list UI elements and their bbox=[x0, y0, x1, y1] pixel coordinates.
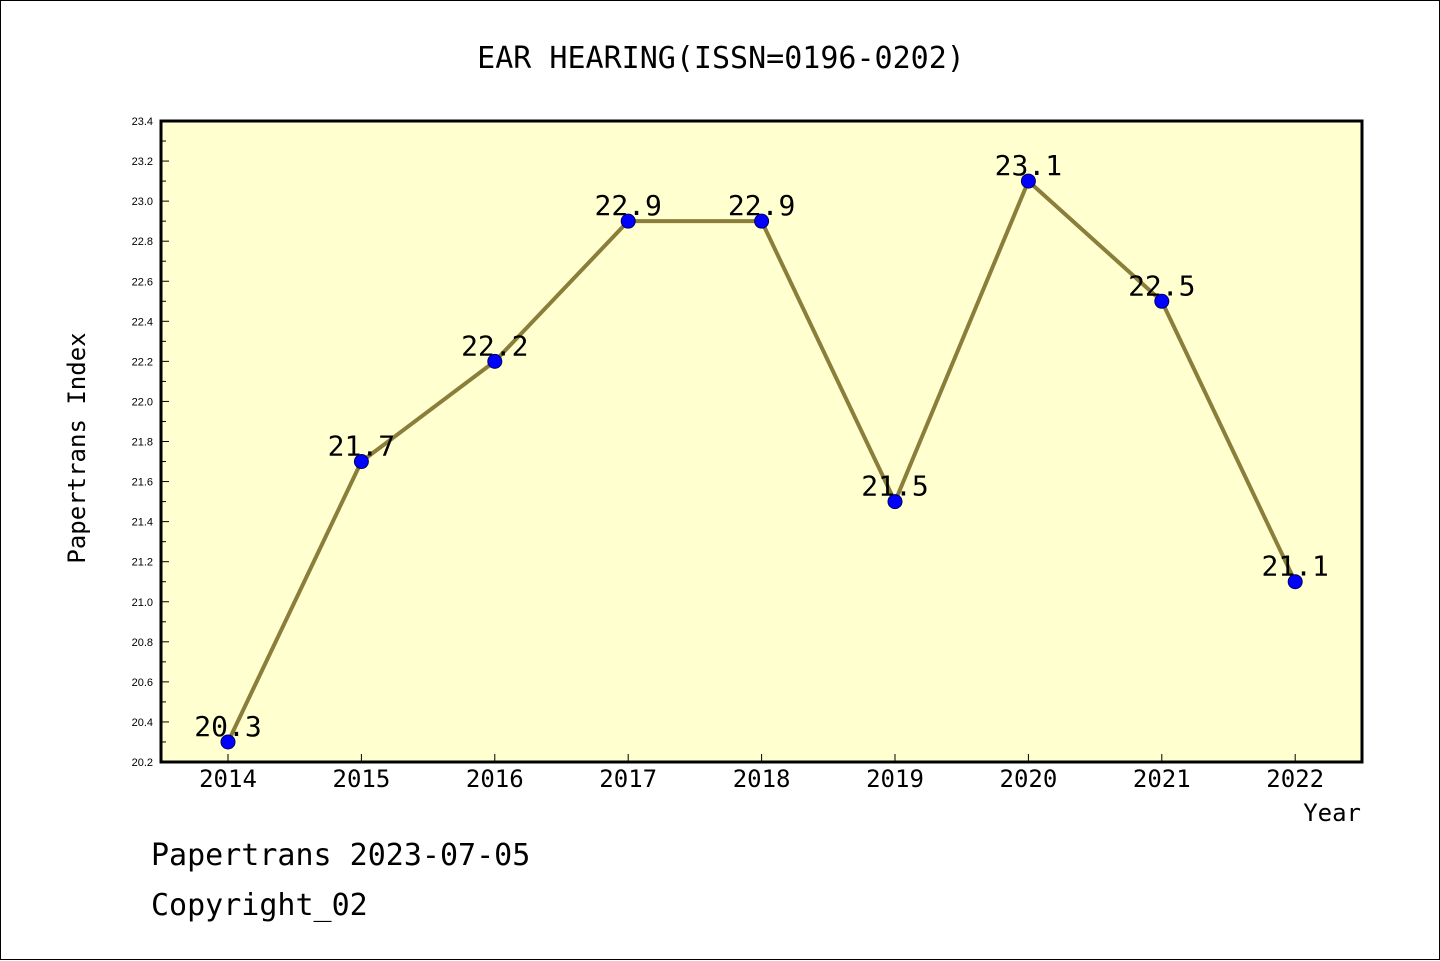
x-tick-label: 2018 bbox=[733, 765, 791, 793]
x-tick-label: 2014 bbox=[199, 765, 257, 793]
y-tick-label: 21.4 bbox=[132, 517, 153, 529]
x-axis-ticks: 2014 2015 2016 2017 2018 2019 2020 2021 2022 bbox=[199, 754, 1324, 793]
x-tick-label: 2021 bbox=[1133, 765, 1191, 793]
y-tick-label: 20.8 bbox=[132, 637, 153, 649]
y-tick-label: 22.2 bbox=[132, 356, 153, 368]
x-tick-label: 2022 bbox=[1266, 765, 1324, 793]
data-point bbox=[487, 353, 503, 369]
x-tick-label: 2017 bbox=[599, 765, 657, 793]
x-tick-label: 2020 bbox=[1000, 765, 1058, 793]
data-point bbox=[1287, 574, 1303, 590]
data-point bbox=[887, 494, 903, 510]
y-axis-label: Papertrans Index bbox=[63, 332, 91, 563]
y-tick-label: 23.2 bbox=[132, 156, 153, 168]
y-tick-label: 22.8 bbox=[132, 236, 153, 248]
y-tick-label: 21.0 bbox=[132, 597, 153, 609]
y-tick-label: 22.4 bbox=[132, 316, 153, 328]
y-axis-ticks: 20.2 20.4 20.6 20.8 21.0 21.2 21.4 21.6 21.8 22.0… bbox=[132, 116, 169, 769]
y-tick-label: 20.2 bbox=[132, 757, 153, 769]
footer-date: Papertrans 2023-07-05 bbox=[151, 838, 530, 873]
y-tick-label: 21.2 bbox=[132, 557, 153, 569]
x-axis-label: Year bbox=[1303, 799, 1361, 827]
data-point bbox=[1020, 173, 1036, 189]
data-point bbox=[620, 213, 636, 229]
y-tick-label: 23.4 bbox=[132, 116, 153, 128]
x-tick-label: 2016 bbox=[466, 765, 524, 793]
y-tick-label: 23.0 bbox=[132, 196, 153, 208]
x-tick-label: 2019 bbox=[866, 765, 924, 793]
y-tick-label: 21.8 bbox=[132, 437, 153, 449]
x-tick-label: 2015 bbox=[333, 765, 391, 793]
y-tick-label: 20.6 bbox=[132, 677, 153, 689]
footer-copyright: Copyright_02 bbox=[151, 888, 368, 923]
data-point bbox=[353, 454, 369, 470]
data-point bbox=[1154, 293, 1170, 309]
data-point bbox=[754, 213, 770, 229]
y-tick-label: 22.0 bbox=[132, 396, 153, 408]
series: 20.321.722.222.9 22.921.523.122.521.1 bbox=[194, 149, 1329, 750]
y-tick-label: 22.6 bbox=[132, 276, 153, 288]
y-tick-label: 21.6 bbox=[132, 477, 153, 489]
data-point bbox=[220, 734, 236, 750]
y-tick-label: 20.4 bbox=[132, 717, 153, 729]
chart-title: EAR HEARING(ISSN=0196-0202) bbox=[477, 41, 965, 76]
